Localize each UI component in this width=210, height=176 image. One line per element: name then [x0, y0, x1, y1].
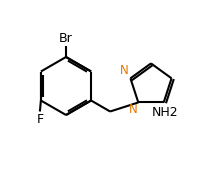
Text: N: N [120, 64, 129, 77]
Text: NH2: NH2 [151, 106, 178, 119]
Text: F: F [36, 113, 43, 126]
Text: N: N [129, 103, 137, 117]
Text: Br: Br [59, 32, 73, 45]
